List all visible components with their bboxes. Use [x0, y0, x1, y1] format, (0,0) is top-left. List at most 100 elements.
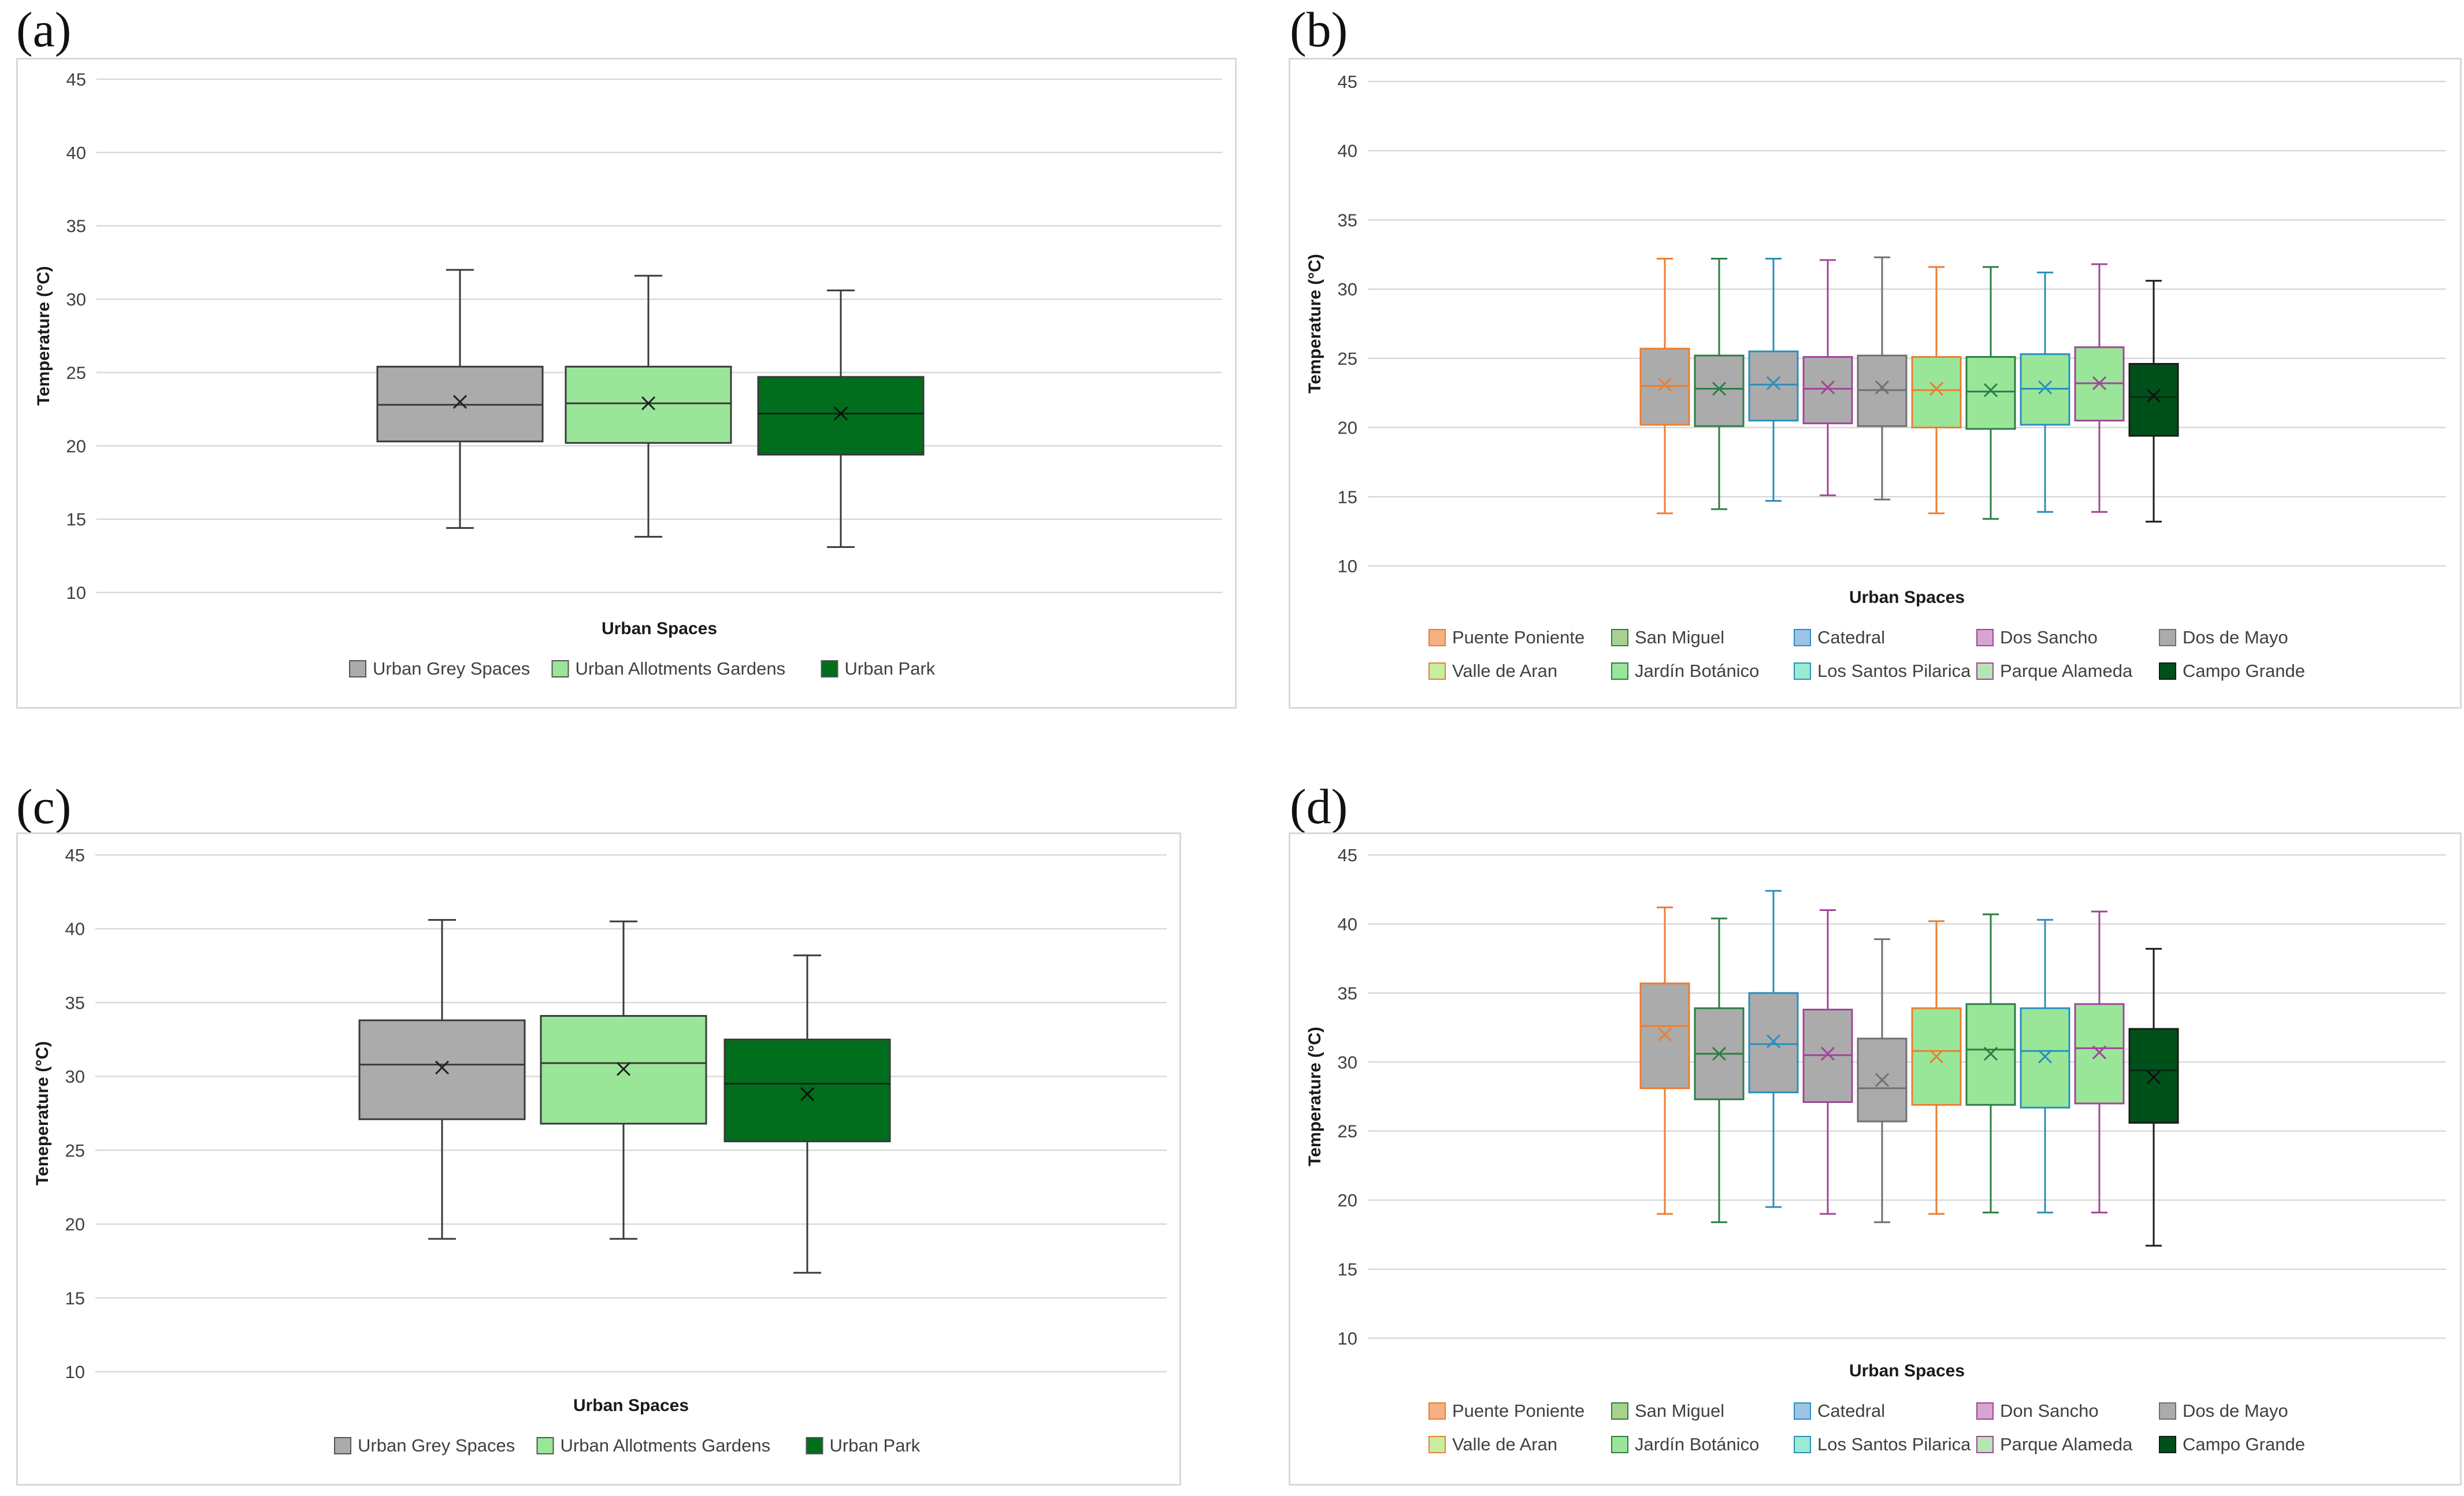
legend-swatch	[821, 660, 838, 677]
y-tick-label: 35	[1338, 210, 1357, 230]
y-tick-label: 25	[1338, 349, 1357, 369]
legend-label: Campo Grande	[2183, 1434, 2305, 1454]
legend-label: Urban Park	[845, 658, 936, 679]
legend-label: Dos Sancho	[2000, 627, 2098, 647]
legend-label: Urban Allotments Gardens	[561, 1435, 771, 1456]
y-axis-title: Teneperature (°C)	[33, 1041, 52, 1186]
chart-d-svg: 10 15 20 25 30 35 40 45 Temperature (°C) Urban Sp…	[1305, 845, 2446, 1454]
mean-marker	[2092, 376, 2107, 391]
box-iqr	[2128, 1028, 2179, 1124]
legend-swatch	[2159, 1436, 2176, 1453]
mean-marker	[2038, 1049, 2053, 1064]
mean-marker	[1820, 380, 1835, 395]
legend-swatch	[1794, 662, 1811, 680]
box-iqr	[1748, 350, 1799, 422]
mean-marker	[2146, 1070, 2161, 1084]
legend-swatch	[1611, 629, 1628, 646]
mean-marker	[1657, 1027, 1672, 1042]
y-tick-label: 15	[65, 1288, 85, 1308]
legend-label: Jardín Botánico	[1635, 1434, 1759, 1454]
legend-label: Los Santos Pilarica	[1817, 661, 1971, 681]
y-tick-label: 20	[66, 436, 86, 456]
y-tick-label: 40	[1338, 141, 1357, 161]
y-axis-title: Temperature (°C)	[1305, 254, 1324, 393]
y-tick-label: 45	[65, 845, 85, 865]
legend-swatch	[1428, 662, 1446, 680]
box-iqr	[1911, 356, 1962, 429]
mean-marker	[1820, 1046, 1835, 1061]
legend-label: Urban Allotments Gardens	[576, 658, 786, 679]
y-tick-label: 25	[65, 1140, 85, 1161]
x-axis-title: Urban Spaces	[602, 619, 717, 638]
legend-label: Don Sancho	[2000, 1401, 2099, 1421]
mean-marker	[1929, 382, 1944, 396]
legend-label: Dos de Mayo	[2183, 627, 2288, 647]
legend-label: Parque Alameda	[2000, 661, 2133, 681]
mean-marker	[2092, 1045, 2107, 1060]
mean-marker	[800, 1087, 815, 1101]
chart-panel-c: 10 15 20 25 30 35 40 45 Teneperature (°C) Urban S…	[16, 832, 1181, 1486]
y-tick-label: 20	[1338, 418, 1357, 438]
mean-marker	[1766, 376, 1781, 391]
mean-marker	[452, 395, 467, 409]
y-tick-label: 35	[1338, 983, 1357, 1003]
y-tick-label: 20	[65, 1214, 85, 1235]
legend-label: Campo Grande	[2183, 661, 2305, 681]
y-tick-label: 10	[1338, 1328, 1357, 1349]
legend-label: Puente Poniente	[1452, 627, 1584, 647]
legend-swatch	[1428, 629, 1446, 646]
legend-label: Urban Park	[830, 1435, 921, 1456]
y-tick-label: 45	[1338, 845, 1357, 865]
legend-label: Los Santos Pilarica	[1817, 1434, 1971, 1454]
legend-swatch	[2159, 629, 2176, 646]
y-tick-label: 10	[65, 1362, 85, 1382]
legend-swatch	[1976, 1402, 1994, 1420]
legend-label: San Miguel	[1635, 1401, 1724, 1421]
mean-marker	[1875, 1073, 1890, 1087]
legend-label: Parque Alameda	[2000, 1434, 2133, 1454]
y-tick-label: 40	[66, 143, 86, 163]
y-tick-label: 35	[65, 993, 85, 1013]
legend-label: Valle de Aran	[1452, 661, 1557, 681]
legend-swatch	[806, 1437, 823, 1454]
mean-marker	[1983, 383, 1998, 397]
legend-swatch	[1976, 1436, 1994, 1453]
box-iqr	[1802, 356, 1853, 424]
mean-marker	[2146, 388, 2161, 403]
box-iqr	[1965, 356, 2016, 430]
x-axis-title: Urban Spaces	[1849, 1361, 1965, 1380]
y-tick-label: 30	[1338, 1052, 1357, 1072]
panel-label-d: (d)	[1290, 779, 1348, 834]
mean-marker	[2038, 380, 2053, 395]
box-iqr	[565, 365, 732, 444]
legend-label: Urban Grey Spaces	[358, 1435, 515, 1456]
y-tick-label: 10	[66, 583, 86, 603]
y-tick-label: 15	[1338, 487, 1357, 507]
legend-label: Valle de Aran	[1452, 1434, 1557, 1454]
mean-marker	[1712, 1046, 1727, 1061]
box-iqr	[2074, 1003, 2125, 1105]
y-tick-label: 25	[66, 362, 86, 383]
mean-marker	[1657, 377, 1672, 392]
legend-swatch	[1428, 1402, 1446, 1420]
chart-panel-b: 10 15 20 25 30 35 40 45 Temperature (°C) Urban Sp…	[1289, 58, 2462, 709]
y-tick-label: 30	[1338, 279, 1357, 299]
chart-panel-d: 10 15 20 25 30 35 40 45 Temperature (°C) Urban Sp…	[1289, 832, 2462, 1486]
y-tick-label: 30	[66, 290, 86, 310]
panel-label-a: (a)	[16, 2, 72, 57]
legend-swatch	[1976, 662, 1994, 680]
y-tick-label: 30	[65, 1067, 85, 1087]
box-iqr	[2128, 362, 2179, 437]
legend-swatch	[1428, 1436, 1446, 1453]
y-tick-label: 40	[1338, 914, 1357, 934]
y-axis-title: Temperature (°C)	[1305, 1027, 1324, 1166]
mean-marker	[1712, 382, 1727, 396]
y-axis-title: Temperature (°C)	[34, 266, 53, 405]
chart-a-svg: 10 15 20 25 30 35 40 45 Temperature (°C) Urban Sp…	[34, 69, 1222, 679]
y-tick-label: 20	[1338, 1190, 1357, 1210]
mean-marker	[1766, 1034, 1781, 1049]
legend-swatch	[2159, 1402, 2176, 1420]
box-iqr	[1639, 982, 1690, 1090]
legend-swatch	[334, 1437, 351, 1454]
mean-marker	[435, 1060, 450, 1075]
